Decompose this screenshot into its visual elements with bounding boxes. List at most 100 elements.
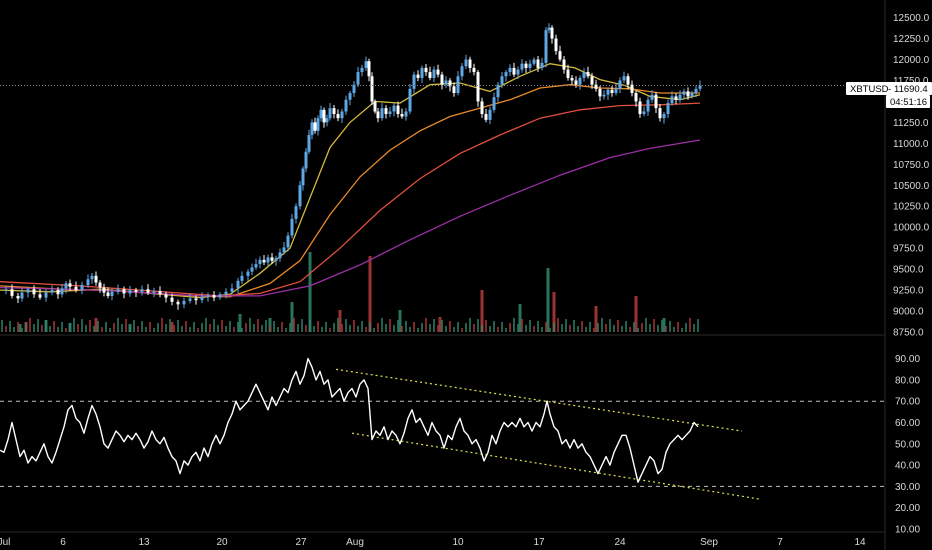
price-series <box>4 23 702 310</box>
volume-bar <box>425 318 427 332</box>
price-tick-label: 10500.0 <box>893 181 930 192</box>
candle-body <box>294 206 298 219</box>
volume-bar <box>13 327 15 332</box>
volume-bar <box>518 304 522 332</box>
moving-average-line <box>0 139 701 297</box>
candle-body <box>286 235 290 248</box>
volume-bar <box>17 322 19 332</box>
channel-trendline[interactable] <box>335 368 743 432</box>
volume-bar <box>453 327 455 332</box>
volume-bar <box>361 321 363 332</box>
volume-bar <box>441 320 443 332</box>
candle-body <box>258 259 262 265</box>
candle-body <box>367 61 371 77</box>
candle-body <box>206 295 210 297</box>
volume-bar <box>290 302 294 332</box>
volume-bar <box>101 327 103 332</box>
candle-body <box>602 94 606 97</box>
candle-body <box>638 101 642 114</box>
candle-body <box>344 99 348 112</box>
rsi-tick-label: 30.00 <box>895 482 920 493</box>
volume-bar <box>337 318 339 332</box>
volume-bar <box>170 322 174 332</box>
time-tick-label: 6 <box>60 537 66 548</box>
badge-separator: - <box>888 84 891 95</box>
volume-bar <box>125 319 127 332</box>
volume-bar <box>153 328 155 332</box>
volume-bar <box>241 328 243 332</box>
volume-bar <box>113 323 115 332</box>
volume-bar <box>653 319 655 332</box>
candle-body <box>360 67 364 73</box>
volume-bar <box>637 328 639 332</box>
candle-body <box>634 93 638 102</box>
time-tick-label: Sep <box>700 537 718 548</box>
volume-bar <box>685 323 687 332</box>
candle-body <box>356 72 360 85</box>
candle-body <box>94 275 98 283</box>
candle-body <box>670 96 674 104</box>
candle-body <box>56 290 60 295</box>
rsi-tick-label: 50.00 <box>895 439 920 450</box>
volume-bar <box>233 327 235 332</box>
candle-body <box>520 63 524 70</box>
candle-body <box>698 85 702 89</box>
candle-body <box>240 275 244 281</box>
candle-body <box>146 289 150 293</box>
price-tick-label: 12250.0 <box>893 34 930 45</box>
candle-body <box>630 84 634 94</box>
candle-body <box>682 91 686 95</box>
volume-bar <box>481 325 483 332</box>
candle-body <box>528 63 532 68</box>
candle-body <box>60 288 64 295</box>
channel-trendline[interactable] <box>351 432 761 500</box>
volume-bar <box>345 319 347 332</box>
volume-bar <box>109 328 111 332</box>
candle-body <box>200 296 204 301</box>
candle-body <box>44 292 48 298</box>
rsi-tick-label: 40.00 <box>895 461 920 472</box>
volume-bar <box>397 320 399 332</box>
volume-bar <box>629 327 631 332</box>
candle-body <box>152 290 156 293</box>
volume-bar <box>21 328 23 332</box>
volume-bar <box>433 319 435 332</box>
volume-bar <box>145 327 147 332</box>
candle-body <box>325 118 329 123</box>
symbol-price-badge-bg <box>846 82 932 95</box>
time-tick-label: 10 <box>452 537 464 548</box>
volume-bar <box>229 321 231 332</box>
volume-bar <box>261 325 263 332</box>
volume-bar <box>81 319 83 332</box>
volume-bar <box>505 328 507 332</box>
candle-body <box>594 84 598 89</box>
candle-body <box>164 294 168 298</box>
volume-bar <box>149 322 151 332</box>
volume-bar <box>338 310 342 332</box>
volume-bar <box>597 323 599 332</box>
candle-body <box>626 76 630 85</box>
price-tick-label: 10000.0 <box>893 223 930 234</box>
candle-body <box>550 27 554 39</box>
volume-bar <box>269 326 271 332</box>
volume-bar <box>45 320 47 332</box>
candle-body <box>236 280 240 289</box>
candle-body <box>574 80 578 85</box>
rsi-tick-label: 60.00 <box>895 418 920 429</box>
volume-bar <box>585 327 587 332</box>
candle-body <box>106 292 110 296</box>
candle-body <box>319 109 323 119</box>
volume-bar <box>29 318 31 332</box>
volume-bar <box>137 326 139 332</box>
rsi-trendlines[interactable] <box>335 368 761 500</box>
candle-body <box>622 76 626 81</box>
candle-body <box>408 88 412 112</box>
volume-bar <box>581 321 583 332</box>
volume-bar <box>457 322 459 332</box>
candle-body <box>570 77 574 81</box>
volume-bar <box>377 323 379 332</box>
volume-bar <box>501 322 503 332</box>
candle-body <box>102 287 106 293</box>
candle-body <box>547 27 551 31</box>
